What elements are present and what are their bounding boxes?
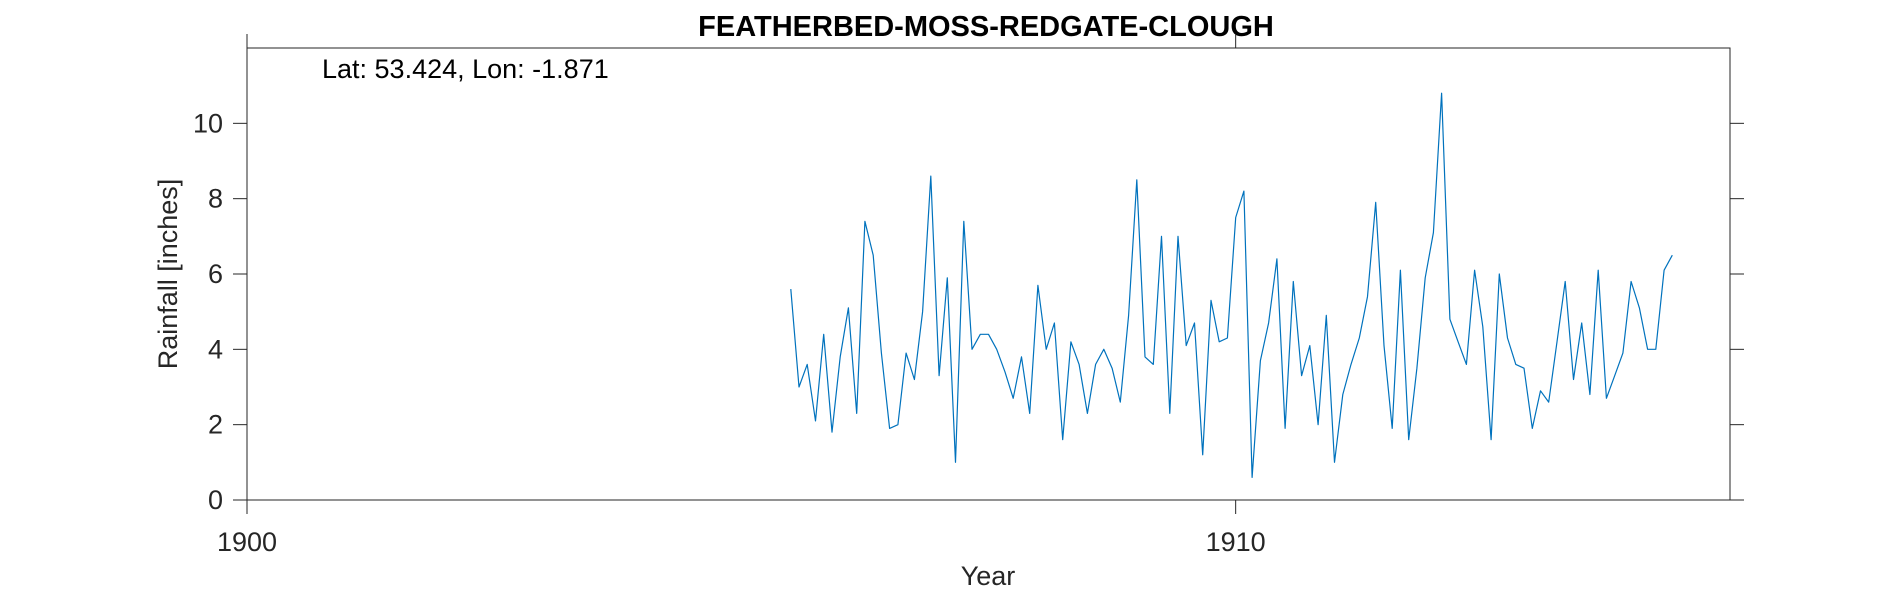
y-tick-label: 0 (208, 485, 223, 515)
plot-area (246, 47, 1731, 501)
axes: 0 2 4 6 8 10 1900 1910 (193, 34, 1744, 557)
location-annotation: Lat: 53.424, Lon: -1.871 (322, 54, 609, 84)
x-axis-title: Year (961, 561, 1016, 591)
chart-title: FEATHERBED-MOSS-REDGATE-CLOUGH (698, 11, 1274, 43)
x-tick-label: 1900 (217, 527, 277, 557)
y-tick-label: 4 (208, 334, 223, 364)
y-tick-label: 6 (208, 259, 223, 289)
y-tick-label: 8 (208, 184, 223, 214)
y-axis-title: Rainfall [inches] (153, 179, 183, 370)
rainfall-series-line (790, 92, 1673, 478)
x-tick-label: 1910 (1206, 527, 1266, 557)
y-tick-label: 2 (208, 410, 223, 440)
y-tick-label: 10 (193, 108, 223, 138)
